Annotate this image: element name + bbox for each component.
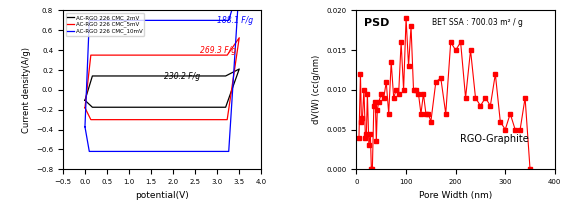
AC-RGO 226 CMC_2mV [149, 106, 156, 108]
AC-RGO 226 CMC_5mV [82, 107, 89, 109]
Y-axis label: Current density(A/g): Current density(A/g) [22, 47, 30, 133]
AC-RGO 226 CMC_10mV [206, 19, 213, 22]
AC-RGO 226 CMC_10mV [149, 150, 156, 153]
AC-RGO 226 CMC_5mV [236, 37, 243, 39]
AC-RGO 226 CMC_2mV [82, 99, 89, 102]
X-axis label: potential(V): potential(V) [135, 191, 189, 200]
AC-RGO 226 CMC_10mV [225, 150, 232, 153]
AC-RGO 226 CMC_5mV [82, 107, 89, 109]
Y-axis label: dV(W) (cc(g/nm): dV(W) (cc(g/nm) [312, 55, 321, 125]
AC-RGO 226 CMC_10mV [178, 150, 185, 153]
AC-RGO 226 CMC_10mV [217, 19, 224, 22]
Text: 188.1 F/g: 188.1 F/g [217, 16, 253, 25]
Text: 269.3 F/g: 269.3 F/g [200, 46, 236, 55]
Text: 230.2 F/g: 230.2 F/g [164, 72, 200, 81]
Line: AC-RGO 226 CMC_5mV: AC-RGO 226 CMC_5mV [85, 38, 239, 120]
AC-RGO 226 CMC_10mV [144, 150, 150, 153]
AC-RGO 226 CMC_5mV [178, 118, 185, 121]
AC-RGO 226 CMC_2mV [178, 106, 185, 108]
AC-RGO 226 CMC_10mV [82, 126, 89, 128]
Text: RGO-Graphite: RGO-Graphite [460, 134, 529, 144]
AC-RGO 226 CMC_5mV [206, 54, 213, 56]
AC-RGO 226 CMC_2mV [144, 106, 150, 108]
AC-RGO 226 CMC_2mV [217, 75, 224, 77]
X-axis label: Pore Width (nm): Pore Width (nm) [419, 191, 492, 200]
AC-RGO 226 CMC_5mV [217, 54, 224, 56]
AC-RGO 226 CMC_2mV [222, 106, 229, 108]
AC-RGO 226 CMC_2mV [236, 68, 243, 70]
AC-RGO 226 CMC_2mV [82, 99, 89, 102]
Line: AC-RGO 226 CMC_10mV: AC-RGO 226 CMC_10mV [85, 0, 239, 151]
AC-RGO 226 CMC_5mV [149, 118, 156, 121]
AC-RGO 226 CMC_10mV [113, 19, 120, 22]
Line: AC-RGO 226 CMC_2mV: AC-RGO 226 CMC_2mV [85, 69, 239, 107]
Text: PSD: PSD [364, 18, 390, 28]
AC-RGO 226 CMC_5mV [144, 118, 150, 121]
AC-RGO 226 CMC_2mV [206, 75, 213, 77]
AC-RGO 226 CMC_5mV [224, 118, 231, 121]
AC-RGO 226 CMC_10mV [82, 126, 89, 128]
AC-RGO 226 CMC_5mV [113, 54, 120, 56]
Legend: AC-RGO 226 CMC_2mV, AC-RGO 226 CMC_5mV, AC-RGO 226 CMC_10mV: AC-RGO 226 CMC_2mV, AC-RGO 226 CMC_5mV, … [66, 13, 144, 36]
AC-RGO 226 CMC_2mV [113, 75, 120, 77]
Text: BET SSA : 700.03 m² / g: BET SSA : 700.03 m² / g [432, 18, 523, 27]
